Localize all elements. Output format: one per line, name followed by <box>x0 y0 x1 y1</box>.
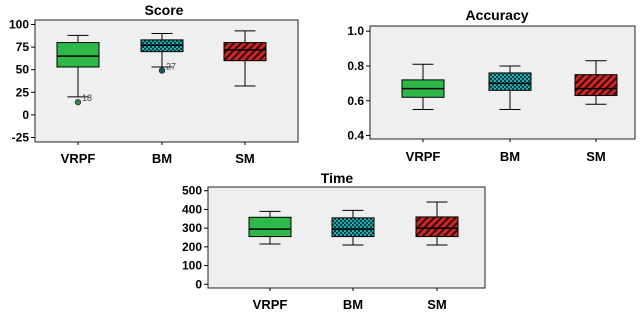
iqr-box <box>56 42 100 68</box>
accuracy-chart: Accuracy 0.4 0.6 0.8 1.0 VRPF BM SM <box>347 7 636 164</box>
time-box-vrpf <box>248 210 292 245</box>
accuracy-chart-title: Accuracy <box>465 7 528 23</box>
time-x-tick-label: BM <box>343 297 363 312</box>
score-x-tick-label: VRPF <box>61 151 96 166</box>
score-box-vrpf: 18 <box>56 34 100 106</box>
score-chart-title: Score <box>145 2 184 18</box>
score-y-tick-label: 25 <box>16 85 30 99</box>
time-y-tick-label: 400 <box>182 202 202 216</box>
time-plot-area <box>207 186 486 289</box>
outlier-label: 18 <box>82 93 92 103</box>
accuracy-box-sm <box>574 60 618 105</box>
score-chart-content: -25 0 25 50 75 100 18 27 VRPF BM SM <box>9 18 299 166</box>
accuracy-y-tick-label: 1.0 <box>347 24 364 38</box>
outlier-point <box>74 99 82 106</box>
time-y-tick-label: 200 <box>182 240 202 254</box>
score-y-tick-label: 100 <box>9 18 29 32</box>
accuracy-x-tick-label: VRPF <box>406 149 441 164</box>
score-y-tick-label: -25 <box>12 130 30 144</box>
time-y-tick-label: 500 <box>182 184 202 198</box>
accuracy-y-tick-label: 0.8 <box>347 59 364 73</box>
time-chart-title: Time <box>321 170 354 186</box>
accuracy-x-tick-label: BM <box>500 149 520 164</box>
time-y-tick-label: 300 <box>182 221 202 235</box>
iqr-box <box>488 72 532 91</box>
accuracy-box-bm <box>488 65 532 110</box>
accuracy-y-tick-label: 0.4 <box>347 129 364 143</box>
iqr-box <box>574 74 618 97</box>
time-y-tick-label: 0 <box>195 277 202 291</box>
iqr-box <box>223 42 267 62</box>
accuracy-x-tick-label: SM <box>586 149 606 164</box>
iqr-box <box>415 216 459 238</box>
outlier-label: 27 <box>166 62 176 72</box>
iqr-box <box>331 217 375 238</box>
time-y-tick-label: 100 <box>182 259 202 273</box>
score-chart: Score -25 0 25 50 75 100 18 27 VRPF BM SM <box>9 2 299 166</box>
iqr-box <box>248 216 292 238</box>
outlier-point <box>158 67 166 74</box>
time-x-tick-label: SM <box>427 297 447 312</box>
time-chart: Time 0 100 200 300 400 500 VRPF BM SM <box>182 170 486 312</box>
accuracy-y-tick-label: 0.6 <box>347 94 364 108</box>
time-x-tick-label: VRPF <box>253 297 288 312</box>
score-box-sm <box>223 30 267 87</box>
score-box-bm: 27 <box>140 33 184 74</box>
time-box-sm <box>415 201 459 246</box>
accuracy-box-vrpf <box>401 63 445 110</box>
time-chart-content: 0 100 200 300 400 500 VRPF BM SM <box>182 184 486 312</box>
time-box-bm <box>331 209 375 246</box>
score-plot-area <box>34 19 299 143</box>
accuracy-chart-content: 0.4 0.6 0.8 1.0 VRPF BM SM <box>347 24 636 164</box>
score-x-tick-label: SM <box>235 151 255 166</box>
score-y-tick-label: 0 <box>22 108 29 122</box>
score-y-tick-label: 50 <box>16 63 30 77</box>
score-x-tick-label: BM <box>152 151 172 166</box>
score-y-tick-label: 75 <box>16 40 30 54</box>
